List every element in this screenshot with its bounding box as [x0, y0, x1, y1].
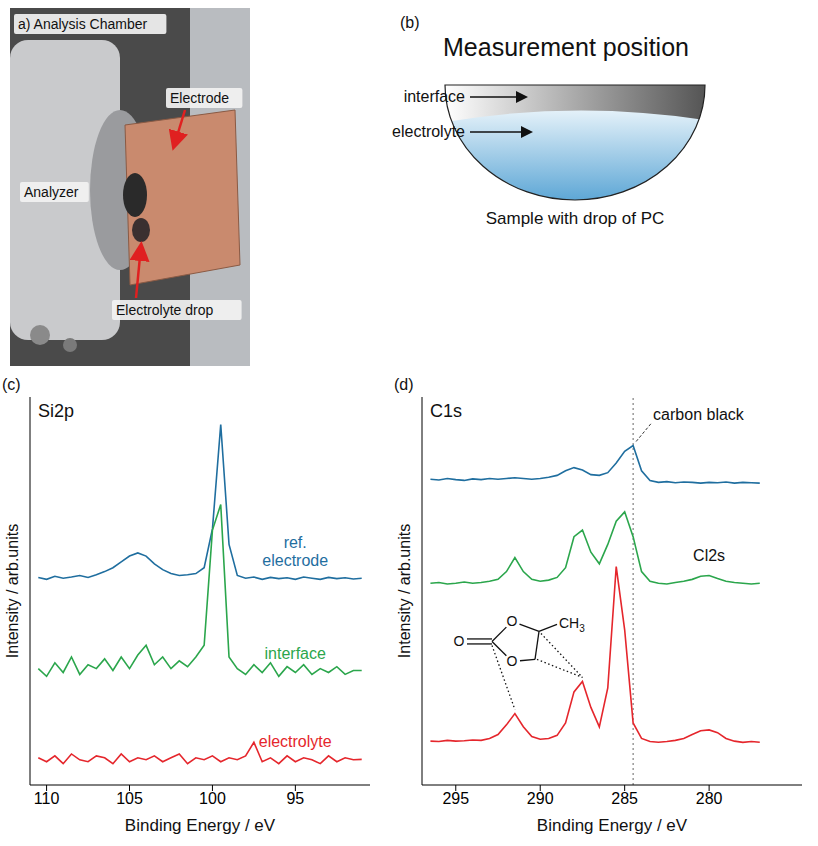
- svg-text:110: 110: [34, 790, 60, 807]
- svg-text:Electrolyte drop: Electrolyte drop: [116, 302, 213, 318]
- svg-text:a) Analysis Chamber: a) Analysis Chamber: [18, 16, 148, 32]
- svg-text:C1s: C1s: [430, 401, 462, 421]
- svg-text:(d): (d): [394, 376, 414, 393]
- svg-text:electrolyte: electrolyte: [392, 123, 465, 140]
- svg-text:Electrode: Electrode: [170, 90, 229, 106]
- svg-text:Analyzer: Analyzer: [24, 184, 79, 200]
- svg-text:Binding Energy / eV: Binding Energy / eV: [537, 816, 688, 835]
- svg-text:Intensity / arb.units: Intensity / arb.units: [396, 524, 413, 658]
- svg-text:285: 285: [611, 790, 638, 807]
- svg-text:Sample with drop of PC: Sample with drop of PC: [486, 209, 665, 228]
- svg-text:Binding Energy / eV: Binding Energy / eV: [125, 816, 276, 835]
- svg-text:Si2p: Si2p: [38, 401, 74, 421]
- svg-text:Cl2s: Cl2s: [693, 547, 725, 564]
- svg-text:105: 105: [116, 790, 143, 807]
- svg-text:electrode: electrode: [262, 552, 328, 569]
- svg-text:O: O: [507, 613, 518, 629]
- svg-text:O: O: [507, 653, 518, 669]
- svg-text:interface: interface: [404, 88, 465, 105]
- svg-text:Intensity / arb.units: Intensity / arb.units: [4, 524, 21, 658]
- svg-text:290: 290: [527, 790, 554, 807]
- svg-text:(b): (b): [400, 14, 420, 31]
- svg-text:interface: interface: [265, 645, 326, 662]
- svg-text:O: O: [454, 633, 465, 649]
- svg-text:electrolyte: electrolyte: [259, 733, 332, 750]
- svg-text:Measurement position: Measurement position: [443, 33, 689, 61]
- svg-text:(c): (c): [2, 376, 21, 393]
- svg-text:ref.: ref.: [284, 534, 307, 551]
- svg-text:100: 100: [199, 790, 226, 807]
- svg-text:280: 280: [696, 790, 723, 807]
- svg-text:95: 95: [286, 790, 304, 807]
- svg-text:carbon black: carbon black: [653, 406, 745, 423]
- svg-text:CH3: CH3: [559, 615, 585, 634]
- svg-text:295: 295: [442, 790, 469, 807]
